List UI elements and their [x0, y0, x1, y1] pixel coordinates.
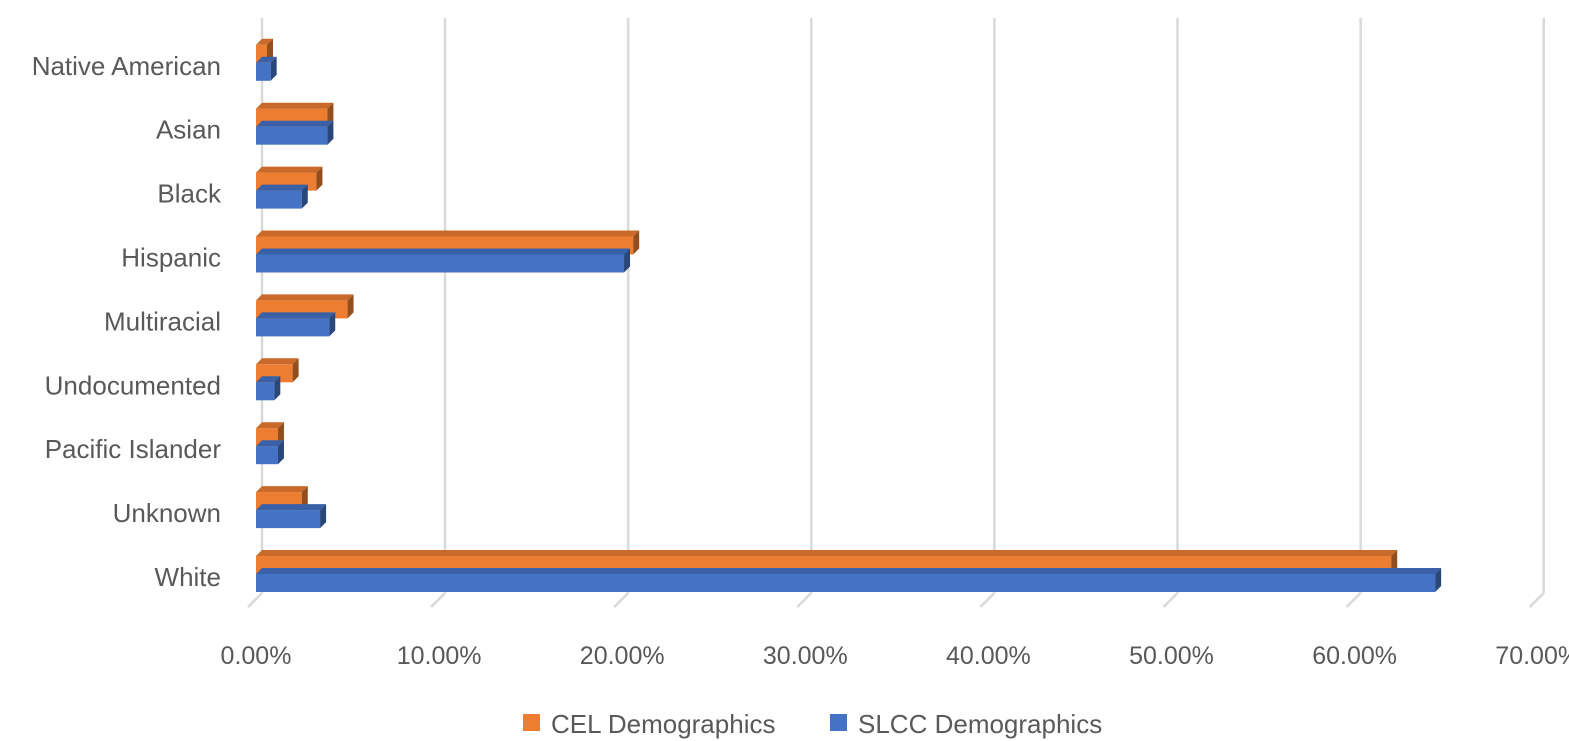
category-label-white: White [155, 562, 221, 592]
x-tick-label-0: 0.00% [221, 642, 292, 670]
category-label-native-american: Native American [32, 51, 221, 81]
bars [256, 38, 1442, 592]
bar-slcc-demographics-black [256, 184, 308, 209]
x-tick-label-1: 10.00% [397, 642, 482, 670]
grid-floor-7 [1528, 592, 1545, 608]
bar-slcc-demographics-asian [256, 120, 334, 145]
grid-floor-6 [1345, 592, 1362, 608]
grid-floor-1 [430, 592, 446, 608]
x-tick-label-6: 60.00% [1312, 642, 1397, 670]
x-tick-label-2: 20.00% [580, 642, 665, 670]
x-tick-label-3: 30.00% [763, 642, 848, 670]
bar-slcc-demographics-undocumented [256, 376, 281, 401]
bar-slcc-demographics-native-american [256, 56, 277, 81]
grid-floor-3 [796, 592, 813, 608]
bar-slcc-demographics-pacific-islander [256, 440, 284, 465]
category-label-unknown: Unknown [113, 498, 221, 528]
category-label-undocumented: Undocumented [45, 370, 221, 400]
grid-floor-5 [1162, 592, 1179, 608]
category-label-black: Black [157, 179, 222, 209]
x-axis-tick-labels: 0.00% 10.00% 20.00% 30.00% 40.00% 50.00% 60.00… [221, 642, 1569, 670]
bar-slcc-demographics-white [256, 568, 1442, 592]
x-tick-label-5: 50.00% [1129, 642, 1214, 670]
grid-floor-0 [247, 592, 263, 608]
bar-slcc-demographics-hispanic [256, 248, 631, 273]
category-label-hispanic: Hispanic [121, 243, 221, 273]
bar-slcc-demographics-unknown [256, 504, 327, 529]
legend-label-cel: CEL Demographics [551, 709, 775, 739]
grid-lines [247, 18, 1545, 608]
category-label-asian: Asian [156, 115, 221, 145]
legend-label-slcc: SLCC Demographics [858, 709, 1102, 739]
grid-floor-2 [613, 592, 630, 608]
legend-swatch-slcc [830, 714, 847, 731]
legend: CEL Demographics SLCC Demographics [523, 709, 1102, 739]
grid-floor-4 [979, 592, 996, 608]
legend-swatch-cel [523, 714, 540, 731]
x-tick-label-7: 70.00% [1495, 642, 1569, 670]
category-label-pacific-islander: Pacific Islander [45, 434, 222, 464]
bar-slcc-demographics-multiracial [256, 312, 336, 337]
category-labels: White Unknown Pacific Islander Undocumented… [32, 51, 222, 592]
x-tick-label-4: 40.00% [946, 642, 1031, 670]
category-label-multiracial: Multiracial [104, 306, 221, 336]
